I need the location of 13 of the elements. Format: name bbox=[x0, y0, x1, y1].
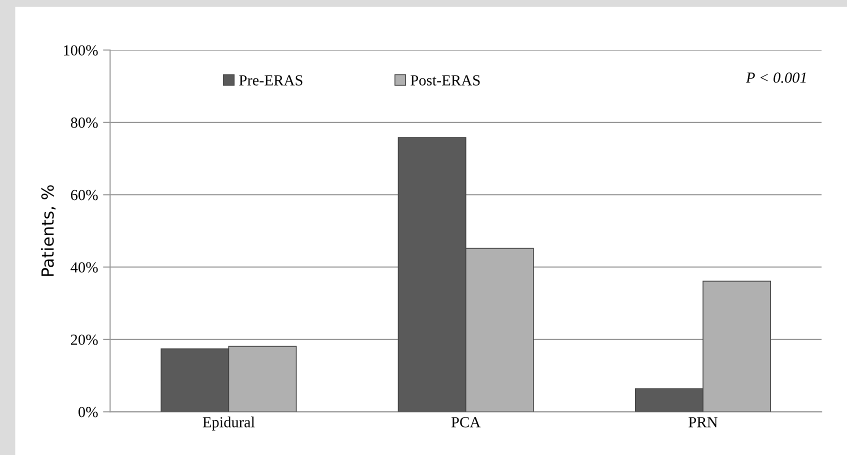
y-tick-label: 100% bbox=[64, 45, 98, 56]
x-tick-label: PCA bbox=[451, 417, 481, 428]
y-tick-label: 40% bbox=[70, 262, 98, 273]
legend-label: Post-ERAS bbox=[410, 75, 480, 86]
legend-label: Pre-ERAS bbox=[239, 75, 302, 86]
y-axis-title: Patients, % bbox=[40, 185, 56, 276]
annotation: P < 0.001 bbox=[746, 72, 806, 83]
y-tick-label: 80% bbox=[70, 118, 98, 128]
x-tick-label: PRN bbox=[688, 417, 718, 428]
y-tick-label: 60% bbox=[70, 190, 98, 200]
y-tick-label: 20% bbox=[70, 334, 98, 345]
y-tick-label: 0% bbox=[78, 406, 98, 418]
x-tick-label: Epidural bbox=[202, 416, 255, 430]
